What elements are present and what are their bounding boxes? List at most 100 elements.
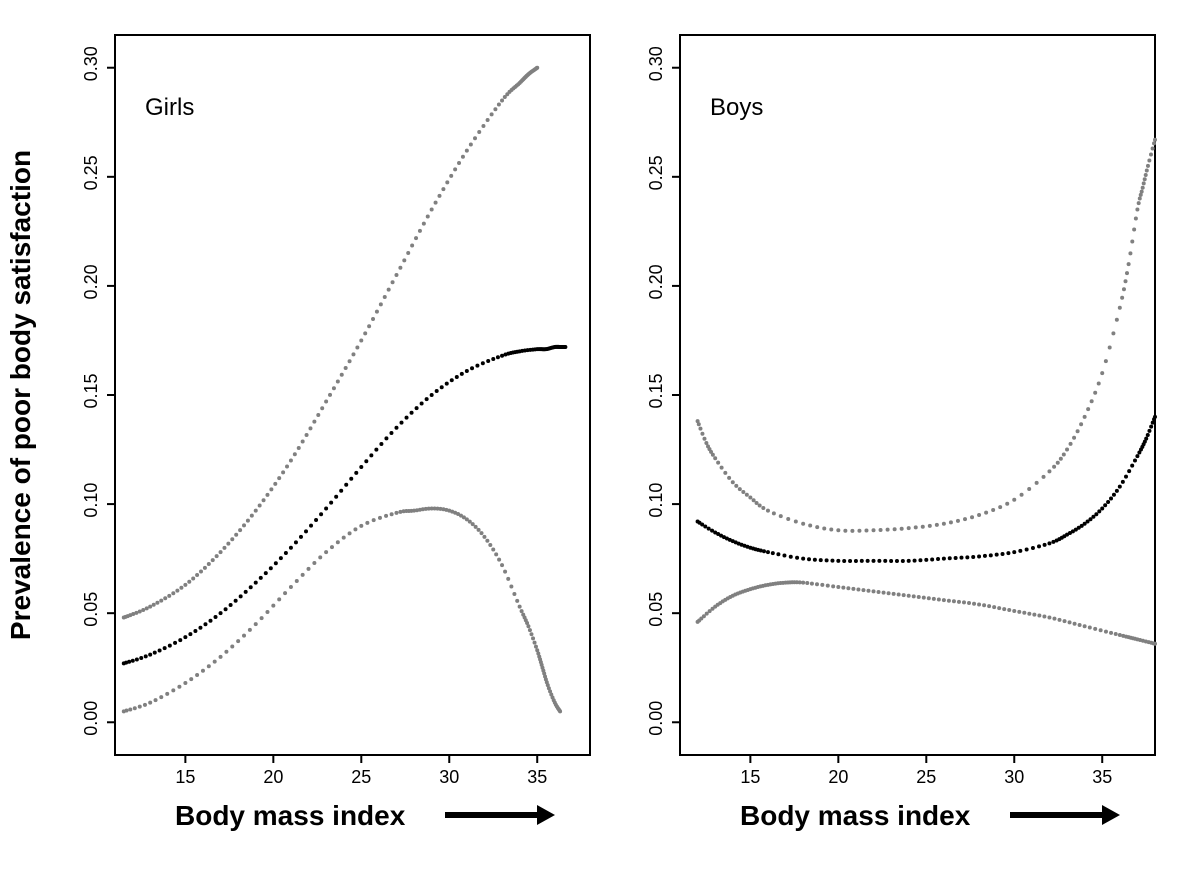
curve-point (808, 524, 812, 528)
curve-point (354, 471, 358, 475)
curve-point (1115, 489, 1119, 493)
curve-point (125, 709, 129, 713)
curve-point (383, 295, 387, 299)
curve-point (1042, 614, 1046, 618)
curve-point (1007, 608, 1011, 612)
boys-main-curve (696, 415, 1157, 563)
curve-point (460, 372, 464, 376)
curve-point (766, 509, 770, 513)
curve-point (481, 124, 485, 128)
curve-point (928, 524, 932, 528)
curve-point (819, 558, 823, 562)
curve-point (330, 545, 334, 549)
curve-point (226, 542, 230, 546)
curve-point (224, 650, 228, 654)
curve-point (1146, 433, 1150, 437)
curve-point (918, 558, 922, 562)
curve-point (414, 236, 418, 240)
curve-point (1108, 346, 1112, 350)
curve-point (836, 528, 840, 532)
curve-point (857, 529, 861, 533)
curve-point (965, 555, 969, 559)
curve-point (422, 222, 426, 226)
curve-point (394, 511, 398, 515)
curve-point (230, 645, 234, 649)
curve-point (391, 280, 395, 284)
curve-point (1047, 469, 1051, 473)
curve-point (563, 345, 567, 349)
curve-point (779, 514, 783, 518)
curve-point (948, 556, 952, 560)
curve-point (471, 522, 475, 526)
curve-point (1002, 607, 1006, 611)
curve-point (445, 180, 449, 184)
curve-point (558, 709, 562, 713)
curve-point (148, 605, 152, 609)
curve-point (1153, 415, 1157, 419)
curve-point (860, 559, 864, 563)
curve-point (175, 589, 179, 593)
curve-point (914, 525, 918, 529)
curve-point (942, 598, 946, 602)
curve-point (262, 498, 266, 502)
curve-point (1042, 475, 1046, 479)
curve-point (956, 519, 960, 523)
curve-point (1047, 616, 1051, 620)
curve-point (163, 596, 167, 600)
curve-point (293, 452, 297, 456)
curve-point (734, 484, 738, 488)
curve-point (394, 426, 398, 430)
curve-point (879, 528, 883, 532)
curve-point (850, 529, 854, 533)
curve-point (402, 258, 406, 262)
panel-title: Girls (145, 94, 194, 121)
curve-point (1145, 169, 1149, 173)
x-tick-label: 25 (916, 767, 936, 787)
curve-point (1031, 546, 1035, 550)
curve-point (486, 118, 490, 122)
curve-point (1025, 548, 1029, 552)
curve-point (1130, 464, 1134, 468)
curve-point (277, 597, 281, 601)
curve-point (872, 589, 876, 593)
y-tick-label: 0.25 (646, 155, 666, 190)
curve-point (1056, 461, 1060, 465)
curve-point (829, 527, 833, 531)
curve-point (535, 66, 539, 70)
curve-point (274, 561, 278, 565)
curve-point (700, 432, 704, 436)
curve-point (1047, 541, 1051, 545)
curve-point (281, 470, 285, 474)
curve-point (178, 638, 182, 642)
curve-point (203, 622, 207, 626)
curve-point (900, 527, 904, 531)
y-tick-label: 0.10 (646, 483, 666, 518)
curve-point (426, 215, 430, 219)
curve-point (497, 103, 501, 107)
curve-point (930, 557, 934, 561)
curve-point (131, 659, 135, 663)
curve-point (430, 393, 434, 397)
curve-point (475, 364, 479, 368)
curve-point (1121, 480, 1125, 484)
curve-point (254, 509, 258, 513)
curve-point (230, 537, 234, 541)
curve-point (1141, 186, 1145, 190)
curve-point (371, 317, 375, 321)
curve-point (138, 609, 142, 613)
curve-point (336, 380, 340, 384)
curve-point (148, 701, 152, 705)
curve-point (390, 512, 394, 516)
curve-point (1142, 181, 1146, 185)
curve-point (877, 559, 881, 563)
curve-point (389, 431, 393, 435)
curve-point (1083, 624, 1087, 628)
curve-point (254, 622, 258, 626)
curve-point (415, 406, 419, 410)
curve-point (1114, 632, 1118, 636)
curve-point (234, 533, 238, 537)
curve-point (488, 543, 492, 547)
curve-point (139, 656, 143, 660)
curve-point (1027, 487, 1031, 491)
curve-point (211, 558, 215, 562)
